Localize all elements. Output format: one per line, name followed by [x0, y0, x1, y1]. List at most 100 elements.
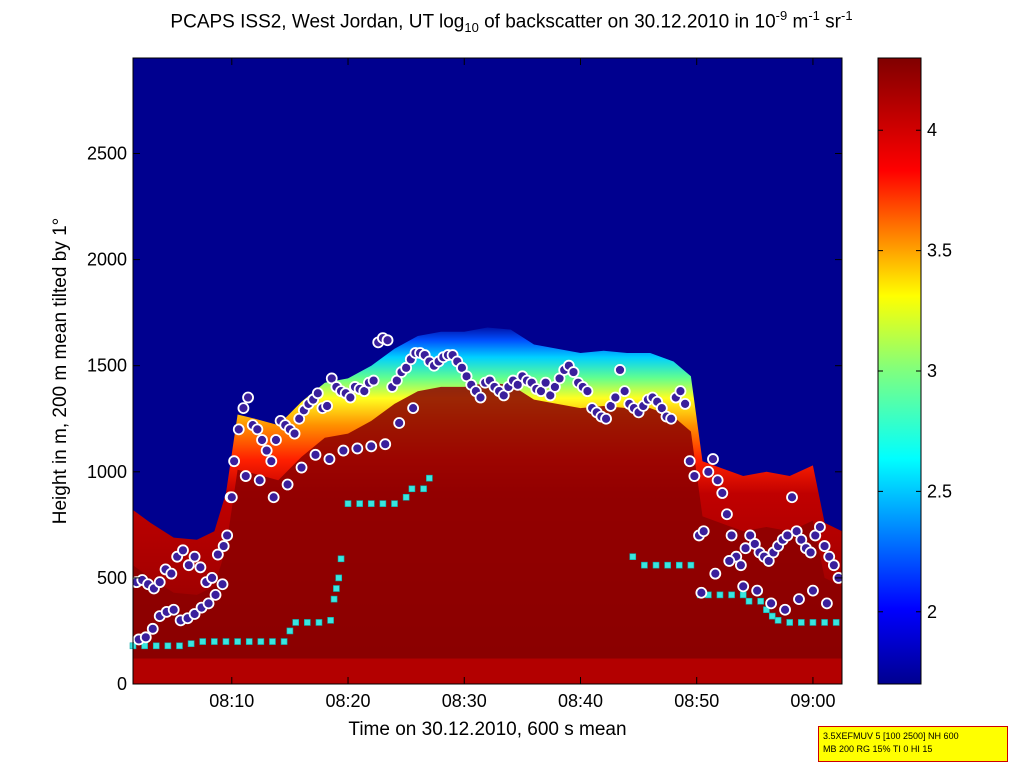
y-axis-label: Height in m, 200 m mean tilted by 1°: [50, 218, 71, 524]
cyan-marker-18: [327, 617, 334, 624]
cyan-marker-26: [379, 500, 387, 507]
cyan-marker-43: [745, 597, 753, 605]
purple-marker-43: [344, 391, 357, 404]
purple-marker-120: [702, 465, 715, 478]
purple-marker-100: [609, 391, 622, 404]
cyan-marker-8: [222, 638, 230, 645]
purple-marker-172: [365, 440, 378, 453]
purple-marker-166: [281, 478, 294, 491]
cyan-marker-32: [629, 553, 637, 560]
cyan-marker-16: [304, 619, 311, 626]
cyan-marker-44: [757, 597, 764, 605]
cyan-marker-50: [809, 619, 817, 626]
purple-marker-23: [251, 423, 264, 436]
aerosol-core: [133, 382, 842, 684]
y-tick-label-3: 1500: [87, 356, 127, 376]
purple-marker-159: [202, 597, 215, 610]
cyan-marker-33: [641, 561, 648, 569]
purple-marker-145: [818, 540, 831, 552]
purple-marker-48: [367, 374, 380, 387]
purple-marker-10: [188, 550, 201, 563]
purple-marker-175: [407, 402, 420, 415]
cyan-marker-52: [832, 619, 840, 626]
cyan-marker-27: [391, 500, 398, 507]
purple-marker-119: [697, 525, 710, 538]
cyan-marker-24: [356, 500, 363, 507]
cyan-marker-3: [164, 642, 172, 650]
purple-marker-174: [393, 417, 406, 429]
y-tick-label-0: 0: [117, 674, 127, 694]
cyan-marker-12: [269, 638, 276, 645]
y-tick-label-4: 2000: [87, 250, 127, 270]
cyan-marker-51: [821, 619, 828, 626]
x-axis-label: Time on 30.12.2010, 600 s mean: [348, 719, 626, 740]
purple-marker-38: [321, 400, 334, 412]
purple-marker-154: [167, 603, 180, 616]
cyan-marker-14: [286, 627, 294, 635]
cyan-marker-23: [344, 500, 352, 507]
purple-marker-20: [237, 402, 250, 415]
colorbar-tick-label-4: 4: [927, 120, 937, 140]
cyan-marker-29: [408, 485, 416, 493]
purple-marker-4: [153, 576, 166, 589]
cyan-marker-28: [402, 493, 410, 501]
purple-marker-163: [239, 470, 252, 482]
purple-marker-182: [779, 603, 791, 616]
purple-marker-101: [614, 364, 626, 376]
purple-marker-16: [221, 529, 234, 542]
title-exp2: -1: [808, 8, 820, 23]
colorbar-tick-label-3: 3.5: [927, 241, 952, 261]
purple-marker-161: [216, 578, 229, 591]
purple-marker-181: [765, 597, 777, 610]
purple-marker-147: [827, 559, 840, 572]
cyan-marker-31: [426, 474, 433, 482]
cyan-marker-7: [211, 638, 218, 645]
cyan-marker-49: [798, 619, 805, 626]
colorbar-tick-label-1: 2.5: [927, 481, 952, 501]
colorbar-tick-label-0: 2: [927, 602, 937, 622]
y-tick-label-5: 2500: [87, 143, 127, 163]
purple-marker-125: [725, 529, 738, 542]
purple-marker-117: [688, 470, 701, 482]
title-log-base: 10: [464, 20, 479, 36]
purple-marker-151: [146, 622, 159, 635]
purple-marker-21: [242, 391, 254, 404]
title-exp1: -9: [775, 8, 788, 23]
purple-marker-8: [177, 544, 189, 557]
purple-marker-167: [295, 461, 308, 474]
purple-marker-150: [139, 631, 152, 644]
chart-title: PCAPS ISS2, West Jordan, UT log10 of bac…: [0, 8, 1023, 35]
purple-marker-85: [539, 376, 552, 389]
purple-marker-102: [618, 385, 631, 398]
purple-marker-18: [228, 455, 241, 468]
purple-marker-51: [381, 334, 394, 347]
x-tick-label-1: 08:20: [326, 691, 371, 711]
purple-marker-122: [711, 474, 724, 487]
cyan-marker-17: [315, 619, 323, 626]
cyan-marker-36: [675, 561, 683, 569]
title-middle: of backscatter on 30.12.2010 in 10: [478, 11, 776, 33]
colorbar: [877, 57, 922, 685]
purple-marker-127: [734, 559, 747, 572]
purple-marker-173: [379, 438, 392, 451]
purple-marker-171: [351, 442, 364, 455]
purple-marker-168: [309, 448, 322, 461]
plot-frame: [132, 57, 843, 685]
x-tick-label-3: 08:40: [558, 691, 603, 711]
purple-marker-15: [217, 540, 230, 552]
purple-marker-179: [737, 580, 750, 593]
y-tick-label-2: 1000: [87, 462, 127, 482]
purple-marker-121: [707, 453, 719, 465]
cyan-marker-4: [176, 642, 183, 650]
purple-marker-94: [581, 385, 594, 398]
purple-marker-11: [194, 561, 207, 574]
purple-marker-91: [567, 366, 580, 378]
cyan-marker-9: [234, 638, 241, 645]
cyan-marker-2: [152, 642, 160, 650]
cyan-marker-15: [292, 619, 300, 626]
purple-marker-19: [232, 423, 245, 436]
x-tick-label-5: 09:00: [790, 691, 835, 711]
y-tick-label-1: 500: [97, 568, 127, 588]
title-exp3: -1: [841, 8, 853, 23]
